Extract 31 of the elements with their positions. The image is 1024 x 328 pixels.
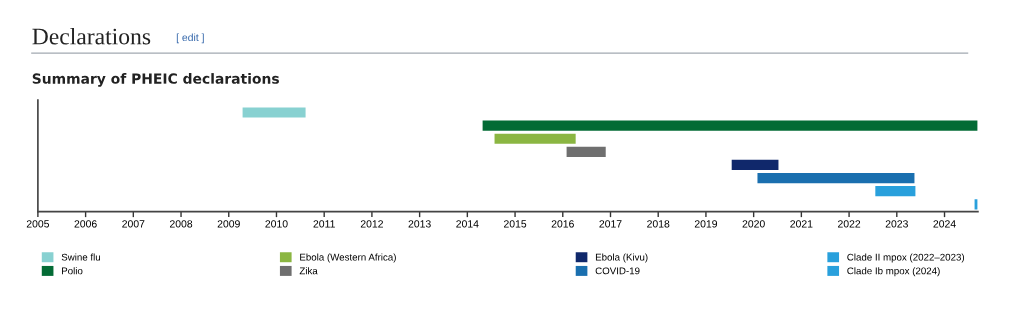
x-tick-label: 2009	[217, 220, 240, 228]
x-tick-label: 2018	[647, 220, 670, 228]
legend-label: Swine flu	[61, 253, 101, 261]
legend-label: Polio	[62, 267, 83, 275]
chart-title: Declarations	[32, 27, 151, 45]
x-tick-label: 2006	[74, 220, 97, 228]
legend-label: Clade Ib mpox (2024)	[847, 267, 940, 277]
x-tick-label: 2016	[551, 220, 574, 228]
x-tick-label: 2023	[885, 220, 908, 228]
chart-subtitle: Summary of PHEIC declarations	[32, 73, 279, 87]
x-tick-label: 2010	[265, 220, 288, 228]
x-tick-label: 2005	[26, 220, 50, 228]
legend-label: Ebola (Kivu)	[595, 253, 648, 263]
x-tick-label: 2011	[313, 220, 335, 228]
x-tick-label: 2015	[504, 220, 527, 228]
legend-label: COVID-19	[595, 267, 640, 275]
legend-label: Ebola (Western Africa)	[300, 253, 396, 263]
x-tick-label: 2020	[742, 220, 765, 228]
legend-label: Clade II mpox (2022–2023)	[847, 253, 965, 263]
x-tick-label: 2024	[933, 220, 956, 228]
x-tick-label: 2013	[408, 220, 431, 228]
x-tick-label: 2019	[694, 220, 718, 228]
x-tick-label: 2008	[169, 220, 193, 228]
x-tick-label: 2007	[122, 220, 145, 228]
x-tick-label: 2021	[790, 220, 813, 228]
x-tick-label: 2022	[838, 220, 861, 228]
text: [ edit ]	[176, 33, 204, 44]
x-tick-label: 2012	[360, 220, 383, 228]
legend-label: Zika	[299, 267, 318, 275]
x-tick-label: 2017	[599, 220, 622, 228]
x-tick-label: 2014	[456, 220, 479, 228]
